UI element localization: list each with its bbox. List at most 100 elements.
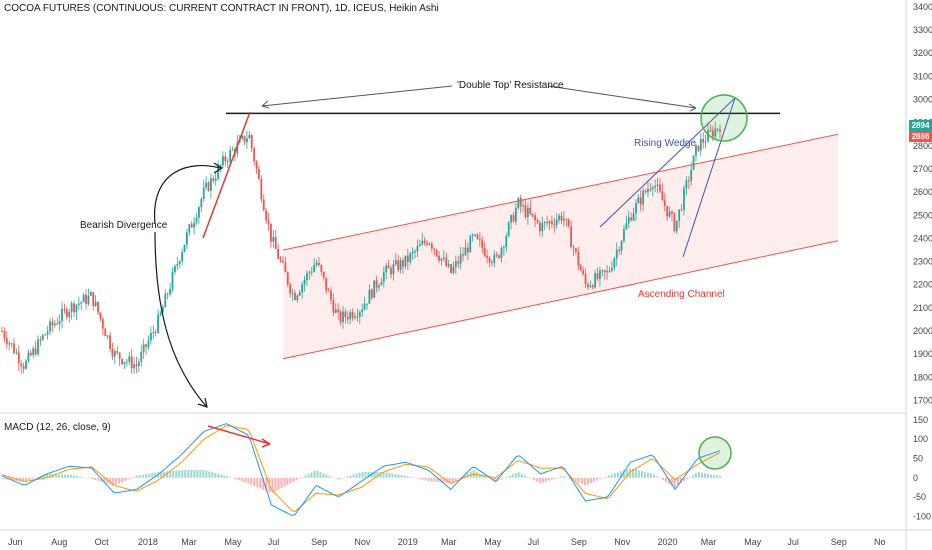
candle-body (719, 129, 721, 132)
candle-body (27, 352, 30, 361)
candle-body (695, 145, 697, 156)
macd-histogram-bar (448, 477, 451, 484)
time-tick-label: No (874, 537, 886, 547)
macd-histogram-bar (622, 470, 625, 478)
macd-histogram-bar (307, 474, 310, 478)
macd-histogram-bar (601, 477, 604, 479)
candle-body (514, 208, 517, 222)
candle-body (678, 209, 681, 221)
candle-body (416, 246, 419, 252)
candle-body (495, 254, 498, 256)
candle-body (397, 260, 400, 271)
candle-body (310, 271, 313, 273)
macd-histogram-bar (361, 471, 364, 478)
macd-histogram-bar (631, 468, 634, 478)
candle-body (286, 272, 289, 285)
macd-histogram-bar (526, 476, 529, 478)
candle-body (207, 182, 210, 191)
candle-body (704, 141, 707, 143)
macd-histogram-bar (4, 477, 7, 480)
candle-body (531, 213, 534, 216)
candle-body (94, 301, 97, 306)
macd-histogram-bar (127, 477, 130, 480)
macd-histogram-bar (610, 474, 613, 478)
candle-body (579, 265, 582, 271)
candle-body (106, 335, 109, 337)
candle-body (370, 289, 373, 298)
candle-body (553, 223, 556, 226)
candle-body (274, 236, 277, 250)
candle-body (113, 351, 116, 357)
candle-body (543, 222, 546, 224)
candle-body (661, 191, 664, 201)
time-tick-label: Aug (51, 537, 67, 547)
macd-histogram-bar (451, 477, 454, 483)
candle-body (159, 312, 162, 315)
candle-body (327, 290, 330, 292)
divergence-arrow-up (154, 165, 221, 225)
macd-histogram-bar (232, 477, 235, 479)
candle-body (368, 289, 371, 304)
macd-histogram-bar (700, 472, 703, 478)
macd-histogram-bar (421, 477, 424, 480)
candle-body (423, 240, 426, 243)
candle-body (128, 356, 131, 362)
candle-body (529, 207, 532, 214)
candle-body (659, 184, 661, 192)
macd-histogram-bar (262, 477, 265, 490)
candle-body (58, 321, 61, 324)
macd-histogram-bar (478, 473, 481, 478)
macd-histogram-bar (124, 477, 127, 481)
candle-body (154, 332, 157, 334)
macd-histogram-bar (133, 476, 136, 478)
candle-body (445, 257, 448, 267)
candle-body (75, 304, 78, 313)
candle-body (623, 229, 625, 242)
time-tick-label: Jul (528, 537, 540, 547)
price-tick-label: 2500 (913, 210, 932, 220)
candle-body (109, 335, 111, 349)
candle-body (411, 251, 414, 254)
macd-histogram-bar (577, 477, 580, 483)
macd-histogram-bar (295, 477, 298, 481)
candle-body (63, 308, 66, 310)
macd-histogram-bar (565, 477, 568, 478)
macd-histogram-bar (562, 476, 565, 478)
candle-body (224, 156, 227, 162)
macd-histogram-bar (226, 476, 229, 478)
candle-body (200, 198, 203, 208)
candle-body (450, 264, 452, 273)
macd-histogram-bar (190, 470, 193, 478)
macd-histogram-bar (574, 477, 577, 482)
macd-histogram-bar (484, 476, 487, 478)
candle-body (435, 249, 438, 256)
macd-histogram-bar (22, 477, 25, 482)
candle-body (582, 270, 585, 275)
macd-histogram-bar (136, 475, 139, 478)
macd-histogram-bar (382, 471, 385, 478)
macd-histogram-bar (193, 470, 196, 478)
macd-histogram-bar (169, 471, 172, 478)
macd-signal-line (1, 425, 721, 512)
macd-histogram-bar (205, 470, 208, 478)
macd-histogram-bar (70, 475, 73, 478)
candle-body (284, 262, 287, 273)
candle-body (596, 273, 599, 279)
candle-body (308, 272, 311, 274)
macd-histogram-bar (19, 477, 22, 482)
time-tick-label: Jun (8, 537, 23, 547)
macd-histogram-bar (88, 477, 91, 479)
macd-histogram-bar (328, 475, 331, 478)
macd-histogram-bar (313, 470, 316, 478)
macd-histogram-bar (55, 474, 58, 478)
candle-body (222, 156, 224, 166)
macd-histogram-bar (340, 477, 343, 479)
candle-body (277, 249, 280, 259)
macd-histogram-bar (337, 477, 340, 480)
candle-body (142, 344, 145, 353)
candle-body (589, 285, 592, 288)
macd-histogram-bar (427, 477, 430, 481)
candle-body (34, 348, 37, 355)
macd-histogram-bar (100, 477, 103, 482)
candle-body (133, 364, 135, 369)
